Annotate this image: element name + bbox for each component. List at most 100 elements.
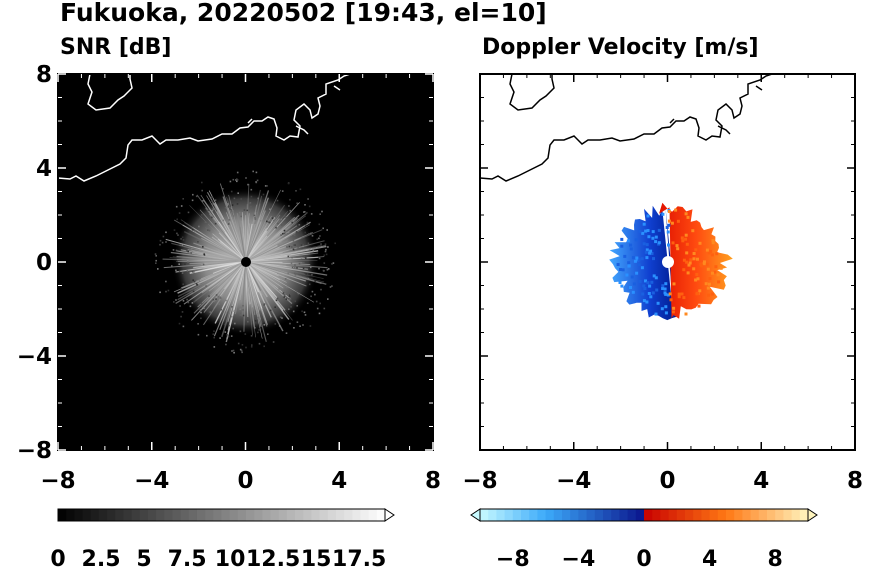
- snr-echo-speckle: [236, 178, 238, 180]
- snr-y-tick-label: 8: [36, 62, 52, 88]
- velocity-echo-speckle: [711, 241, 715, 245]
- snr-echo-speckle: [312, 249, 315, 252]
- snr-echo-speckle: [271, 217, 274, 219]
- snr-echo-speckle: [206, 222, 209, 225]
- snr-echo-speckle: [302, 267, 305, 270]
- snr-echo-speckle: [240, 349, 243, 352]
- snr-echo-ray: [245, 215, 306, 262]
- snr-echo-speckle: [239, 308, 241, 310]
- snr-echo-speckle: [269, 208, 271, 211]
- velocity-colorbar-cell: [668, 509, 678, 521]
- snr-echo-ray: [245, 241, 282, 262]
- snr-colorbar-cell: [319, 509, 329, 521]
- velocity-colorbar-cell: [767, 509, 776, 521]
- snr-echo-speckle: [229, 180, 232, 183]
- velocity-echo-speckle: [627, 264, 631, 268]
- velocity-echo-speckle: [629, 286, 632, 289]
- snr-echo-speckle: [220, 308, 222, 311]
- velocity-echo-speckle: [685, 251, 689, 255]
- snr-echo-speckle: [264, 201, 266, 203]
- snr-echo-speckle: [287, 231, 290, 233]
- velocity-colorbar-cell: [562, 509, 571, 521]
- velocity-echo-speckle: [642, 222, 646, 226]
- snr-echo-speckle: [201, 200, 204, 202]
- snr-echo-speckle: [203, 307, 205, 309]
- snr-echo-speckle: [255, 171, 258, 174]
- snr-echo-speckle: [283, 296, 286, 298]
- velocity-colorbar-cell: [660, 509, 670, 521]
- snr-echo-speckle: [180, 315, 182, 318]
- snr-echo-speckle: [296, 267, 298, 269]
- velocity-echo-speckle: [651, 230, 655, 234]
- snr-echo-speckle: [191, 271, 194, 273]
- snr-echo-speckle: [177, 234, 179, 236]
- snr-echo-speckle: [276, 199, 279, 202]
- snr-echo-speckle: [318, 312, 321, 315]
- velocity-colorbar-cell: [726, 509, 735, 521]
- velocity-echo-speckle: [692, 252, 696, 255]
- snr-colorbar-cell: [270, 509, 280, 521]
- snr-echo-speckle: [291, 256, 293, 259]
- velocity-colorbar-cell: [701, 509, 711, 521]
- velocity-echo-speckle: [684, 312, 688, 316]
- snr-echo-speckle: [211, 200, 213, 202]
- snr-echo-ray: [211, 249, 246, 262]
- snr-echo-speckle: [165, 241, 167, 243]
- snr-echo-speckle: [321, 210, 323, 213]
- snr-echo-ray: [214, 261, 247, 324]
- snr-echo-speckle: [275, 299, 278, 302]
- velocity-panel: −8 −4 0 4 8: [462, 73, 863, 494]
- velocity-echo-speckle: [710, 253, 714, 257]
- velocity-echo-speckle: [644, 279, 647, 283]
- snr-echo-speckle: [230, 207, 233, 210]
- velocity-echo-pattern: [609, 202, 733, 321]
- snr-echo-speckle: [288, 245, 291, 248]
- snr-echo-speckle: [214, 199, 217, 201]
- snr-echo-speckle: [236, 180, 238, 183]
- velocity-echo-speckle: [644, 229, 648, 233]
- snr-echo-ray: [245, 261, 287, 283]
- snr-echo-speckle: [300, 244, 303, 246]
- snr-echo-speckle: [200, 214, 203, 216]
- snr-echo-speckle: [293, 327, 295, 329]
- velocity-echo-speckle: [689, 258, 693, 262]
- snr-echo-speckle: [224, 331, 227, 333]
- snr-colorbar-cell: [344, 509, 353, 521]
- velocity-echo-speckle: [686, 271, 690, 275]
- snr-echo-speckle: [310, 295, 312, 298]
- snr-echo-speckle: [155, 255, 157, 257]
- snr-colorbar-cell: [66, 509, 75, 521]
- snr-echo-speckle: [250, 205, 252, 208]
- snr-echo-speckle: [299, 188, 302, 191]
- snr-echo-speckle: [296, 321, 299, 323]
- snr-echo-speckle: [293, 249, 295, 252]
- snr-echo-ray: [229, 261, 246, 293]
- velocity-colorbar-cell: [791, 509, 801, 521]
- velocity-echo-speckle: [694, 248, 698, 252]
- snr-echo-ray: [218, 239, 246, 262]
- snr-colorbar-label: 0: [50, 547, 65, 570]
- velocity-echo-speckle: [682, 268, 686, 272]
- snr-echo-speckle: [182, 283, 184, 285]
- velocity-axis-ticks: −8 −4 0 4 8: [462, 73, 863, 494]
- snr-echo-speckle: [284, 293, 286, 295]
- snr-y-tick-label: −4: [17, 344, 52, 370]
- snr-echo-speckle: [175, 249, 178, 252]
- snr-radar-site: [241, 257, 251, 267]
- snr-echo-speckle: [214, 222, 217, 225]
- velocity-colorbar-cell: [578, 509, 588, 521]
- snr-echo-speckle: [289, 322, 291, 325]
- snr-echo-speckle: [191, 302, 194, 304]
- snr-echo-speckle: [247, 183, 249, 186]
- velocity-echo-speckle: [677, 295, 681, 299]
- snr-echo-ray: [208, 261, 246, 292]
- snr-echo-ray: [244, 223, 253, 262]
- snr-echo-speckle: [246, 209, 249, 212]
- snr-echo-speckle: [280, 213, 283, 216]
- snr-echo-speckle: [217, 295, 220, 298]
- snr-echo-ray: [183, 261, 246, 305]
- snr-echo-speckle: [319, 213, 321, 215]
- snr-echo-speckle: [208, 295, 210, 297]
- velocity-echo-speckle: [651, 291, 655, 295]
- velocity-echo-speckle: [631, 256, 635, 260]
